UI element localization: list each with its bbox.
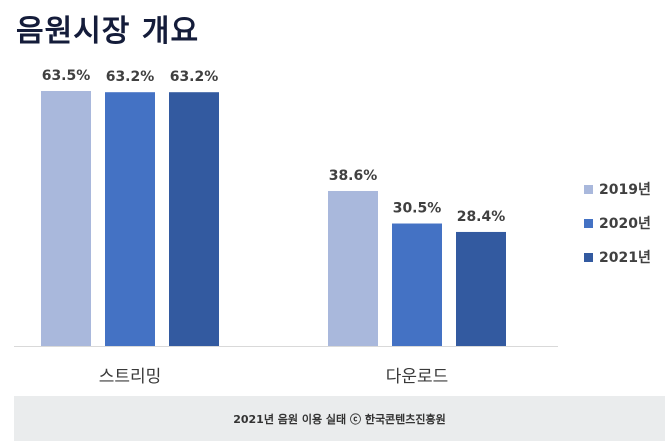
bar-스트리밍-2020년 — [105, 92, 155, 346]
bar-다운로드-2020년 — [392, 223, 442, 346]
legend-item: 2020년 — [584, 214, 651, 232]
legend-swatch — [584, 184, 593, 194]
legend-swatch — [584, 252, 593, 262]
data-label: 63.2% — [106, 69, 155, 85]
category-label: 다운로드 — [386, 367, 449, 387]
data-label: 30.5% — [393, 201, 442, 217]
chart-legend: 2019년 2020년 2021년 — [584, 180, 651, 282]
bar-다운로드-2019년 — [328, 190, 378, 346]
legend-item: 2021년 — [584, 248, 651, 266]
page-title: 음원시장 개요 — [16, 14, 200, 49]
legend-label: 2019년 — [599, 182, 651, 198]
bar-스트리밍-2019년 — [41, 91, 91, 346]
legend-item: 2019년 — [584, 180, 651, 198]
legend-swatch — [584, 218, 593, 228]
category-label: 스트리밍 — [99, 367, 162, 387]
bar-chart: 63.5% 63.2% 63.2% 스트리밍 38.6% 30.5% 28.4% 다운로드 — [14, 68, 558, 387]
legend-label: 2021년 — [599, 250, 651, 266]
bar-다운로드-2021년 — [456, 231, 506, 346]
footer: 2021년 음원 이용 실태 ⓒ 한국콘텐츠진흥원 — [14, 396, 665, 441]
bar-스트리밍-2021년 — [169, 92, 219, 346]
data-label: 63.5% — [42, 68, 91, 84]
data-label: 28.4% — [457, 209, 506, 225]
legend-label: 2020년 — [599, 216, 651, 232]
data-label: 38.6% — [329, 168, 378, 184]
data-label: 63.2% — [170, 69, 219, 85]
source-credit: 2021년 음원 이용 실태 ⓒ 한국콘텐츠진흥원 — [233, 412, 446, 426]
